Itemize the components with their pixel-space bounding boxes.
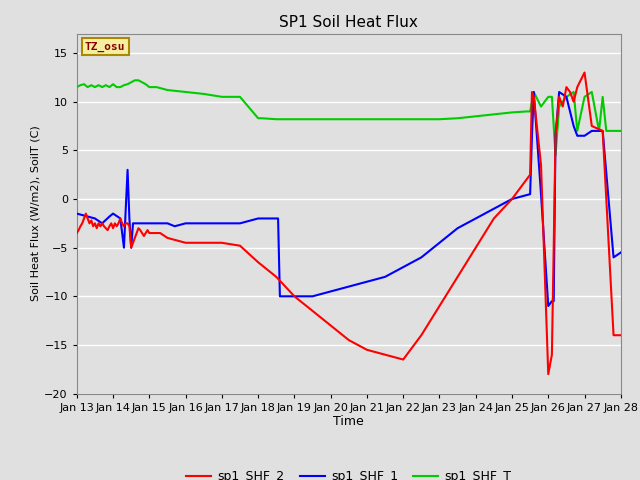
X-axis label: Time: Time: [333, 415, 364, 429]
Text: TZ_osu: TZ_osu: [85, 42, 125, 52]
Legend: sp1_SHF_2, sp1_SHF_1, sp1_SHF_T: sp1_SHF_2, sp1_SHF_1, sp1_SHF_T: [181, 465, 516, 480]
Title: SP1 Soil Heat Flux: SP1 Soil Heat Flux: [280, 15, 418, 30]
Y-axis label: Soil Heat Flux (W/m2), SoilT (C): Soil Heat Flux (W/m2), SoilT (C): [30, 126, 40, 301]
